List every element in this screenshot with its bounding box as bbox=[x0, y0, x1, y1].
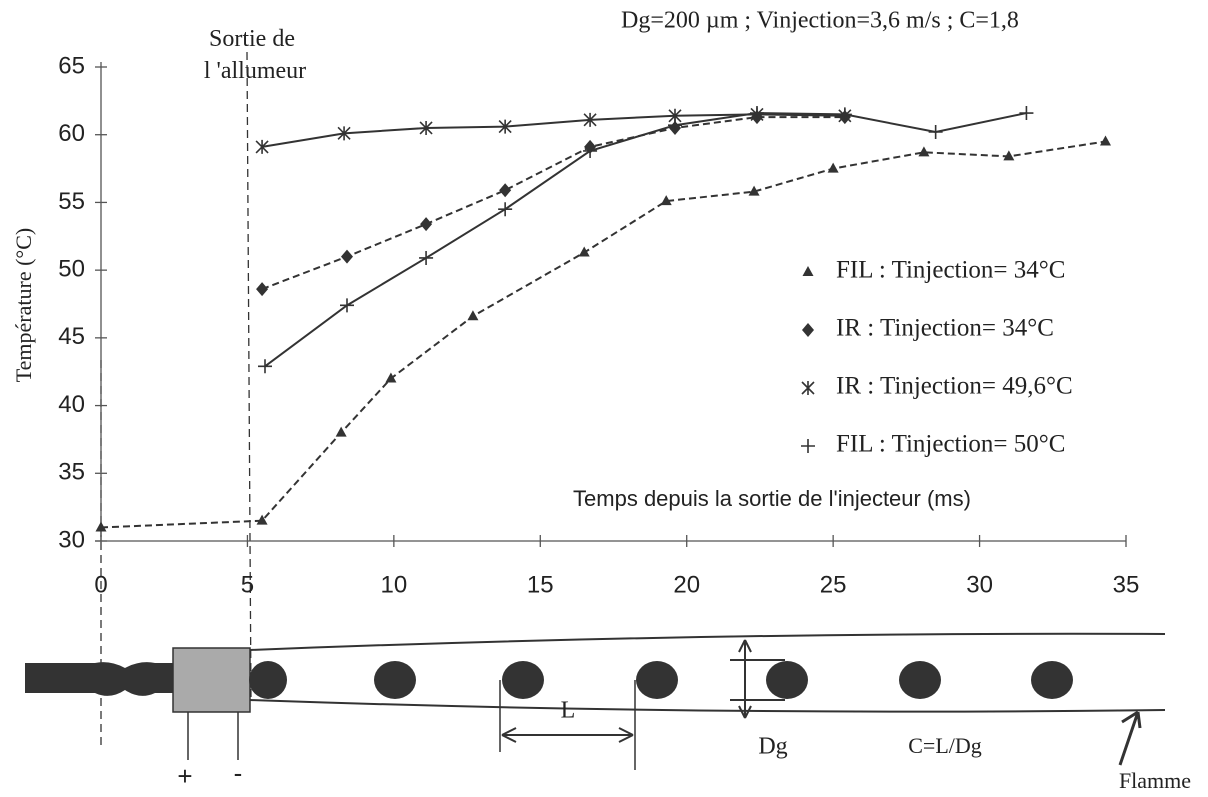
y-tick-label: 50 bbox=[58, 255, 85, 282]
marker bbox=[802, 266, 814, 276]
marker bbox=[256, 282, 269, 297]
marker bbox=[95, 521, 107, 532]
marker bbox=[340, 298, 354, 313]
marker bbox=[498, 202, 513, 217]
y-tick-label: 45 bbox=[58, 323, 85, 350]
marker bbox=[499, 183, 512, 198]
diameter-label: Dg bbox=[758, 734, 787, 760]
marker bbox=[928, 125, 943, 140]
marker bbox=[801, 381, 815, 395]
flame-label: Flamme bbox=[1119, 768, 1191, 793]
droplet bbox=[502, 661, 544, 699]
marker bbox=[258, 359, 272, 374]
injector bbox=[25, 662, 175, 696]
marker bbox=[337, 126, 351, 141]
marker bbox=[1100, 135, 1111, 146]
jet-edge bbox=[249, 632, 1166, 651]
marker bbox=[341, 249, 353, 264]
marker bbox=[256, 514, 268, 525]
x-tick-label: 10 bbox=[381, 571, 408, 598]
x-tick-label: 5 bbox=[241, 571, 254, 598]
series-line bbox=[261, 116, 845, 291]
annotation-line: l 'allumeur bbox=[204, 58, 306, 84]
annotation-line: Sortie de bbox=[209, 26, 295, 52]
droplet bbox=[899, 661, 941, 699]
marker bbox=[802, 323, 814, 337]
y-tick-label: 55 bbox=[58, 188, 85, 215]
diagram: + - L Dg C=L/Dg Flamme bbox=[25, 632, 1191, 793]
jet-edge bbox=[249, 699, 1166, 713]
droplet bbox=[636, 661, 678, 699]
marker bbox=[748, 185, 760, 196]
diameter-arrow bbox=[730, 639, 785, 719]
x-axis-label: Temps depuis la sortie de l'injecteur (m… bbox=[573, 486, 971, 511]
spacing-label: L bbox=[561, 698, 576, 724]
y-tick-label: 30 bbox=[58, 526, 85, 553]
marker bbox=[583, 143, 598, 158]
droplet bbox=[249, 661, 287, 699]
legend-label: IR : Tinjection= 34°C bbox=[836, 315, 1054, 342]
x-tick-label: 0 bbox=[94, 571, 107, 598]
legend-label: FIL : Tinjection= 34°C bbox=[836, 257, 1065, 284]
marker bbox=[498, 119, 512, 134]
flame-arrow bbox=[1118, 710, 1142, 766]
chart-title: Dg=200 µm ; Vinjection=3,6 m/s ; C=1,8 bbox=[621, 8, 1019, 34]
legend-label: IR : Tinjection= 49,6°C bbox=[836, 373, 1073, 400]
y-tick-label: 65 bbox=[58, 52, 85, 79]
x-tick-label: 20 bbox=[673, 571, 700, 598]
legend-label: FIL : Tinjection= 50°C bbox=[836, 431, 1065, 458]
annotation: Sortie de l 'allumeur bbox=[204, 26, 306, 84]
minus-label: - bbox=[234, 758, 243, 788]
y-axis-label: Température (°C) bbox=[11, 228, 36, 382]
marker bbox=[668, 118, 682, 133]
x-tick-label: 15 bbox=[527, 571, 554, 598]
plus-label: + bbox=[177, 761, 192, 791]
droplet bbox=[766, 661, 808, 699]
marker bbox=[1003, 150, 1015, 161]
marker bbox=[385, 372, 397, 383]
marker bbox=[578, 246, 590, 257]
marker bbox=[750, 106, 764, 121]
marker bbox=[583, 112, 597, 127]
marker bbox=[335, 426, 347, 437]
spacing-arrow bbox=[501, 727, 634, 743]
droplets bbox=[249, 661, 1073, 699]
y-tick-label: 35 bbox=[58, 459, 85, 486]
marker bbox=[467, 310, 479, 321]
ratio-label: C=L/Dg bbox=[908, 733, 982, 758]
marker bbox=[837, 107, 852, 122]
igniter-exit-line bbox=[246, 51, 252, 701]
x-tick-label: 30 bbox=[966, 571, 993, 598]
marker bbox=[420, 217, 433, 232]
marker bbox=[419, 250, 434, 265]
y-tick-label: 60 bbox=[58, 120, 85, 147]
droplet bbox=[1031, 661, 1073, 699]
marker bbox=[827, 162, 839, 173]
igniter bbox=[172, 647, 251, 713]
marker bbox=[660, 195, 672, 206]
marker bbox=[801, 439, 815, 453]
series-line bbox=[100, 140, 1106, 529]
x-tick-label: 25 bbox=[820, 571, 847, 598]
marker bbox=[918, 146, 930, 157]
marker bbox=[255, 139, 269, 154]
marker bbox=[419, 120, 433, 135]
x-tick-label: 35 bbox=[1113, 571, 1140, 598]
marker bbox=[1019, 106, 1034, 121]
series-line bbox=[264, 112, 1027, 368]
y-tick-label: 40 bbox=[58, 391, 85, 418]
droplet bbox=[374, 661, 416, 699]
